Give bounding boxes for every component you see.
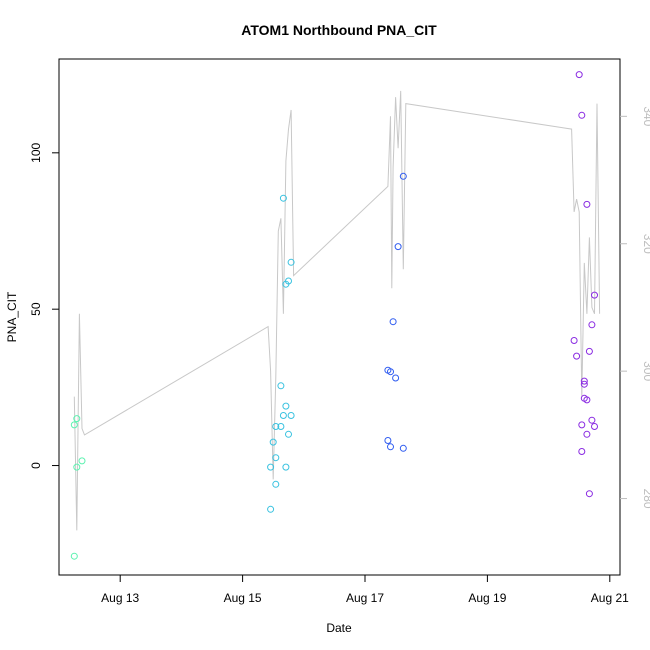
data-point <box>267 505 275 513</box>
data-point <box>272 454 280 462</box>
data-point <box>269 438 277 446</box>
y-axis-right: 280 300 320 340 <box>620 106 650 509</box>
data-point <box>578 111 586 119</box>
x-tick-label: Aug 19 <box>468 591 506 605</box>
x-tick-label: Aug 13 <box>101 591 139 605</box>
data-point <box>585 347 593 355</box>
data-point <box>580 377 588 385</box>
data-point <box>578 448 586 455</box>
data-point <box>580 380 588 388</box>
data-points <box>70 71 598 560</box>
data-point <box>591 423 598 430</box>
data-point <box>70 552 78 560</box>
x-axis-label: Date <box>326 621 352 635</box>
data-point <box>287 258 295 266</box>
y-tick-label: 100 <box>29 142 43 162</box>
y-axis-left: 0 50 100 <box>29 142 59 469</box>
x-tick-label: Aug 15 <box>224 591 262 605</box>
data-point <box>585 490 593 498</box>
data-point <box>282 463 290 471</box>
data-point <box>387 443 394 451</box>
data-point <box>588 321 596 329</box>
plot-frame <box>58 58 621 576</box>
data-point <box>394 243 402 251</box>
data-point <box>389 318 397 326</box>
data-point <box>78 457 86 465</box>
data-point <box>387 368 394 376</box>
y2-tick-label: 280 <box>641 489 650 509</box>
y2-tick-label: 340 <box>641 106 650 126</box>
x-tick-label: Aug 21 <box>591 591 629 605</box>
data-point <box>575 71 583 79</box>
x-axis: Aug 13 Aug 15 Aug 17 Aug 19 Aug 21 <box>101 575 629 605</box>
data-point <box>277 423 285 430</box>
data-point <box>70 421 78 429</box>
x-tick-label: Aug 17 <box>346 591 384 605</box>
data-point <box>277 382 285 390</box>
data-point <box>583 430 591 438</box>
data-point <box>399 172 407 180</box>
data-point <box>392 374 400 382</box>
data-point <box>73 415 81 423</box>
data-point <box>285 430 292 438</box>
y2-tick-label: 320 <box>641 234 650 254</box>
y2-tick-label: 300 <box>641 361 650 381</box>
data-point <box>73 463 81 471</box>
data-point <box>591 291 598 299</box>
data-point <box>272 423 280 430</box>
data-point <box>578 421 586 429</box>
secondary-line-series <box>73 90 601 531</box>
y-tick-label: 0 <box>29 462 43 469</box>
data-point <box>583 396 591 404</box>
data-point <box>588 416 596 424</box>
data-point <box>285 277 292 285</box>
data-point <box>272 480 280 488</box>
data-point <box>570 337 578 344</box>
data-point <box>573 352 581 360</box>
chart-title: ATOM1 Northbound PNA_CIT <box>241 22 437 38</box>
data-point <box>282 402 290 410</box>
line-series-path <box>73 90 601 531</box>
data-point <box>267 463 275 471</box>
y-axis-label: PNA_CIT <box>5 291 19 342</box>
data-point <box>279 412 287 419</box>
y-tick-label: 50 <box>29 302 43 316</box>
data-point <box>583 200 591 208</box>
data-point <box>279 194 287 202</box>
data-point <box>287 412 295 419</box>
data-point <box>399 444 407 452</box>
data-point <box>384 437 392 444</box>
